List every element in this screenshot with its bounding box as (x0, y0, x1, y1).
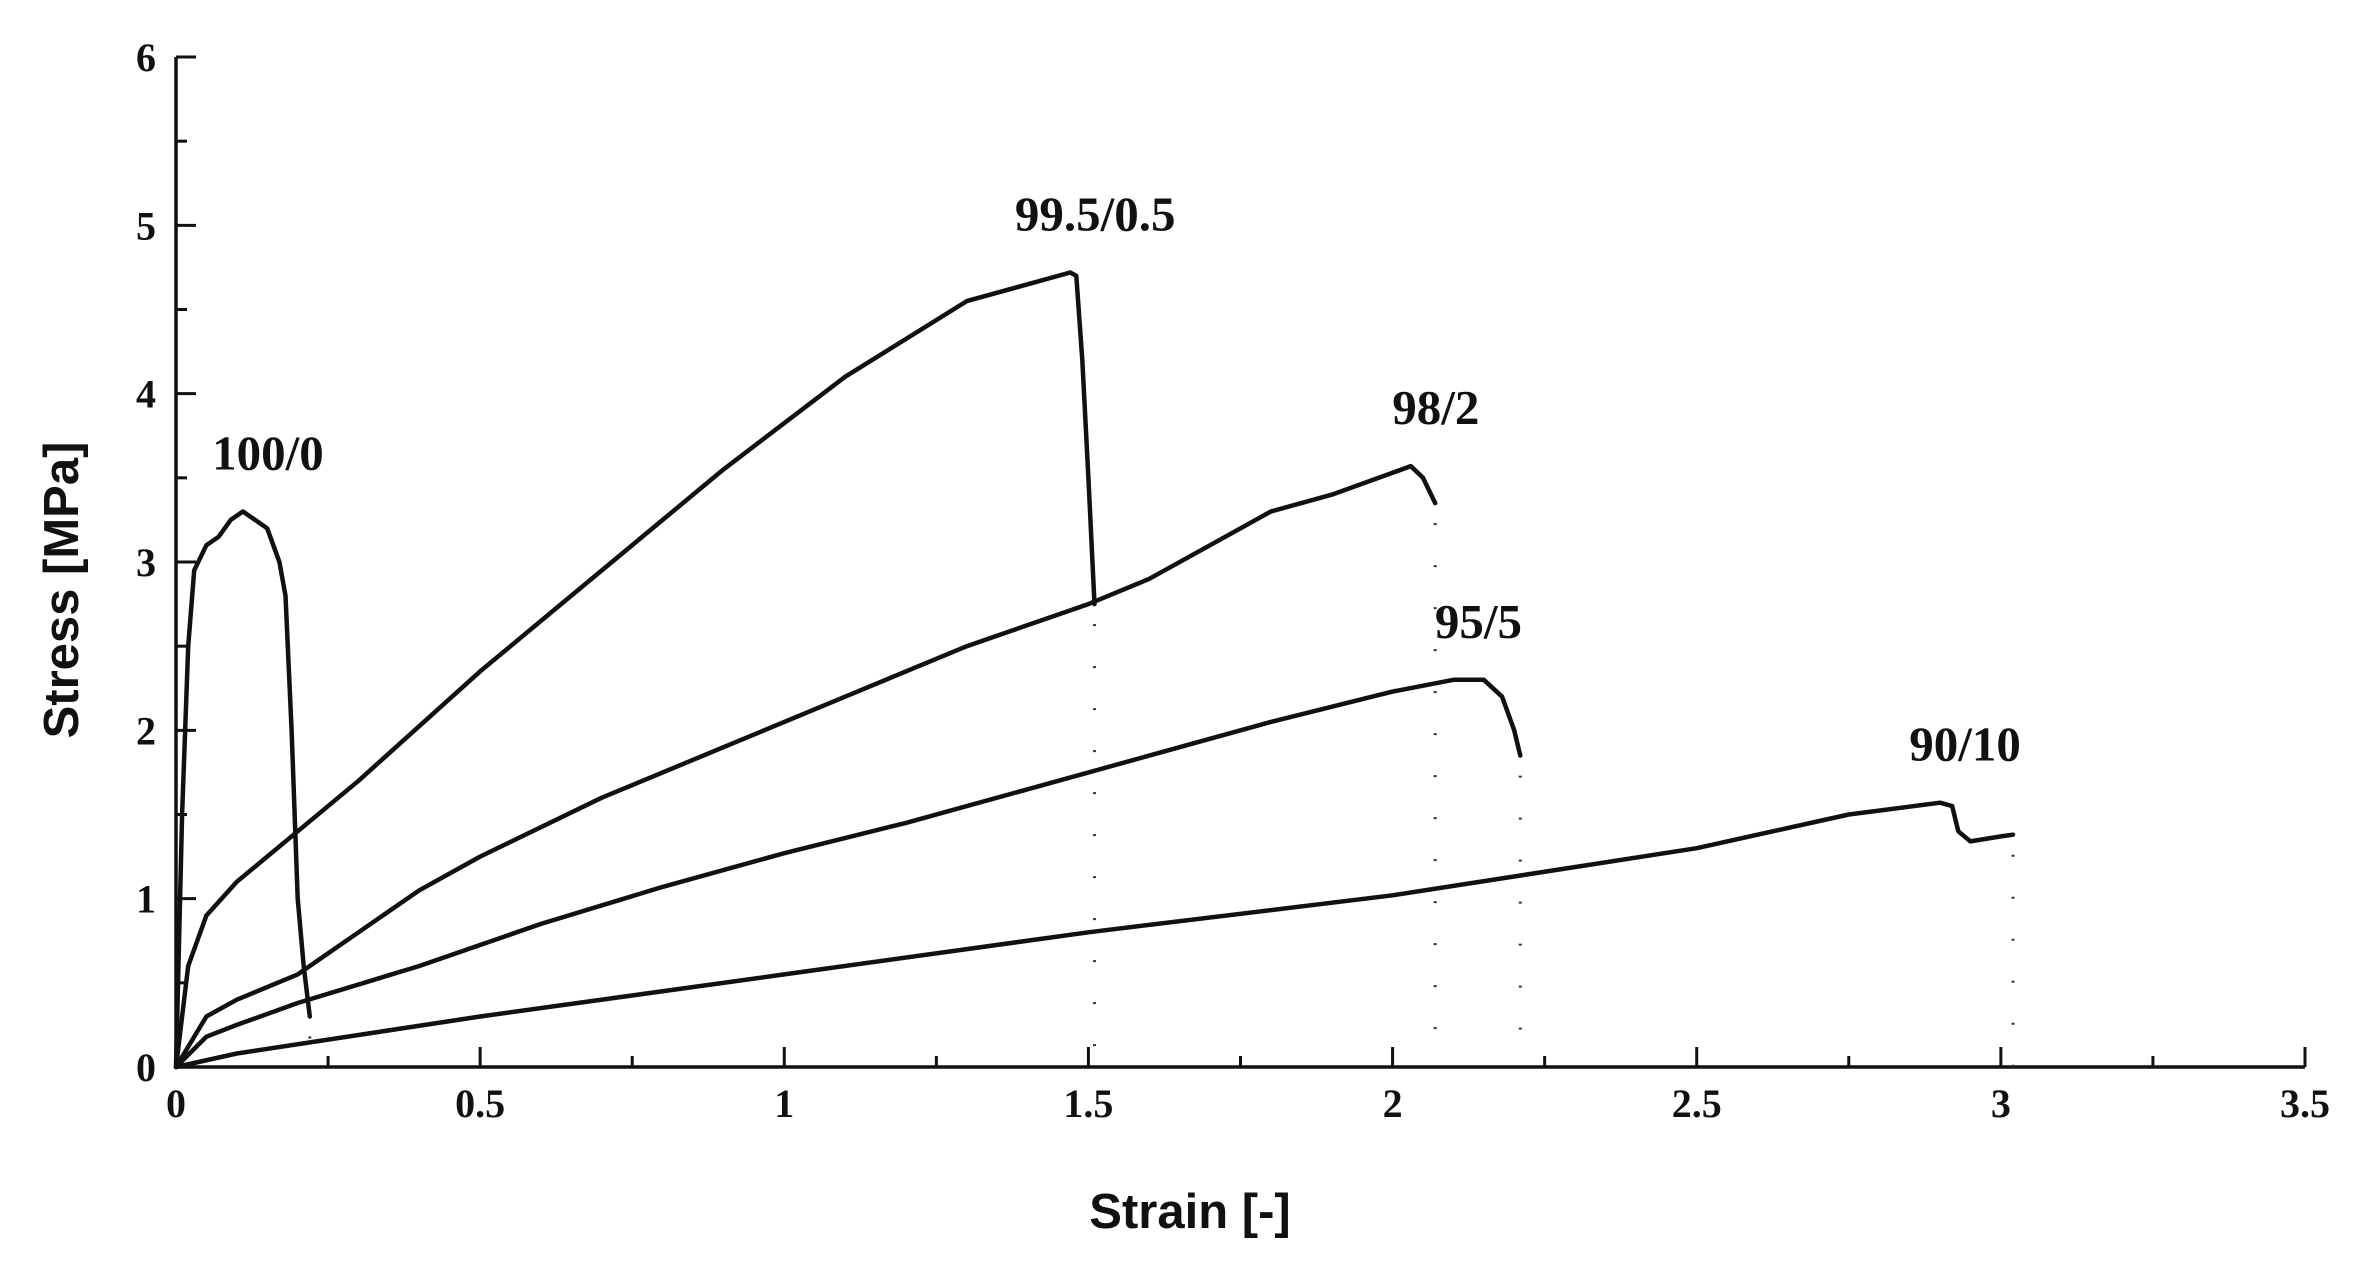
y-tick-label: 5 (136, 203, 156, 248)
y-tick-label: 6 (136, 35, 156, 80)
y-tick-label: 1 (136, 877, 156, 922)
series-line-100-0 (173, 509, 313, 1070)
x-tick-label: 1 (774, 1081, 794, 1126)
x-tick-label: 2.5 (1672, 1081, 1722, 1126)
y-tick-label: 4 (136, 372, 156, 417)
x-tick-label: 2 (1383, 1081, 1403, 1126)
x-tick-label: 1.5 (1063, 1081, 1113, 1126)
series-line-95-5 (173, 677, 1523, 1070)
x-tick-label: 3.5 (2280, 1081, 2330, 1126)
series-lines (173, 270, 2016, 1070)
series-line-90-10 (173, 800, 2016, 1070)
x-tick-label: 3 (1991, 1081, 2011, 1126)
series-label-100-0: 100/0 (212, 426, 324, 481)
y-axis-label: Stress [MPa] (35, 442, 89, 739)
series-label-90-10: 90/10 (1909, 717, 2021, 772)
x-axis-label: Strain [-] (1089, 1185, 1290, 1239)
series-labels: 100/0 99.5/0.5 98/2 95/5 90/10 (212, 186, 2021, 771)
x-tick-label: 0.5 (455, 1081, 505, 1126)
series-label-99-5-0-5: 99.5/0.5 (1015, 186, 1176, 241)
series-line-99-5-0-5 (173, 270, 1097, 1070)
y-tick-label: 3 (136, 540, 156, 585)
x-tick-label: 0 (166, 1081, 186, 1126)
y-tick-label: 2 (136, 708, 156, 753)
failure-drop-lines (308, 523, 2015, 1067)
y-tick-label: 0 (136, 1045, 156, 1090)
x-ticks: 0 0.5 1 1.5 2 2.5 3 3.5 (166, 1047, 2330, 1126)
y-ticks: 0 1 2 3 4 5 6 (136, 35, 196, 1090)
series-line-98-2 (173, 463, 1438, 1070)
series-label-95-5: 95/5 (1435, 594, 1522, 649)
series-label-98-2: 98/2 (1392, 380, 1479, 435)
